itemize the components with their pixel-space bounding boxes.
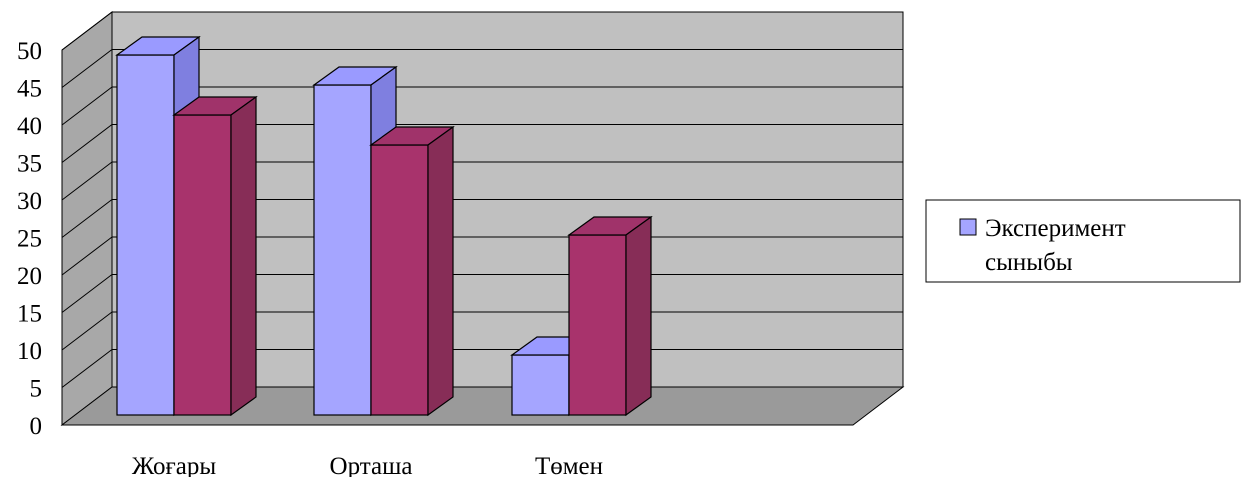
y-tick-label: 25: [17, 226, 42, 253]
bar-side: [625, 215, 652, 417]
x-axis-categories: Жоғары Орташа Төмен: [132, 453, 603, 477]
legend-swatch: [959, 218, 977, 236]
y-tick-label: 45: [17, 76, 42, 103]
y-tick-label: 30: [17, 188, 42, 215]
y-axis-ticks: 0 5 10 15 20 25 30 35 40 45 50: [17, 38, 42, 440]
bar-0-1: [172, 95, 258, 417]
bar-front: [370, 144, 429, 416]
gridline-side: [61, 86, 113, 126]
gridline-side: [61, 199, 113, 238]
y-tick-label: 15: [17, 301, 42, 328]
gridline-side: [61, 349, 113, 388]
legend: Эксперимент сыныбы: [925, 199, 1241, 283]
y-tick-label: 10: [17, 338, 42, 365]
gridline-side: [61, 11, 113, 51]
bar-front: [116, 54, 175, 416]
x-category-label: Жоғары: [132, 453, 216, 477]
y-tick-label: 35: [17, 151, 42, 178]
y-tick-label: 20: [17, 263, 42, 290]
x-category-label: Төмен: [535, 453, 603, 477]
gridline-side: [61, 124, 113, 163]
legend-label-line2: сыныбы: [985, 249, 1073, 276]
x-category-label: Орташа: [330, 453, 413, 477]
bar-front: [313, 84, 372, 416]
legend-box: [925, 199, 1241, 283]
bars: [115, 35, 653, 417]
legend-label-line1: Эксперимент: [985, 215, 1126, 242]
bar-front: [511, 354, 570, 416]
gridline-side: [61, 161, 113, 201]
y-tick-label: 5: [30, 376, 43, 403]
y-tick-label: 0: [30, 413, 43, 440]
floor: [60, 386, 905, 426]
y-tick-label: 40: [17, 113, 42, 140]
gridline-side: [61, 49, 113, 88]
bar-side: [230, 95, 257, 417]
bar-front: [568, 234, 627, 416]
y-tick-label: 50: [17, 38, 42, 65]
bar-2-1: [567, 215, 653, 417]
gridline-side: [61, 274, 113, 313]
gridline-side: [61, 236, 113, 276]
bar-1-1: [369, 125, 455, 417]
bar-front: [173, 114, 232, 416]
bar-side: [427, 125, 454, 417]
gridline-side: [61, 311, 113, 351]
